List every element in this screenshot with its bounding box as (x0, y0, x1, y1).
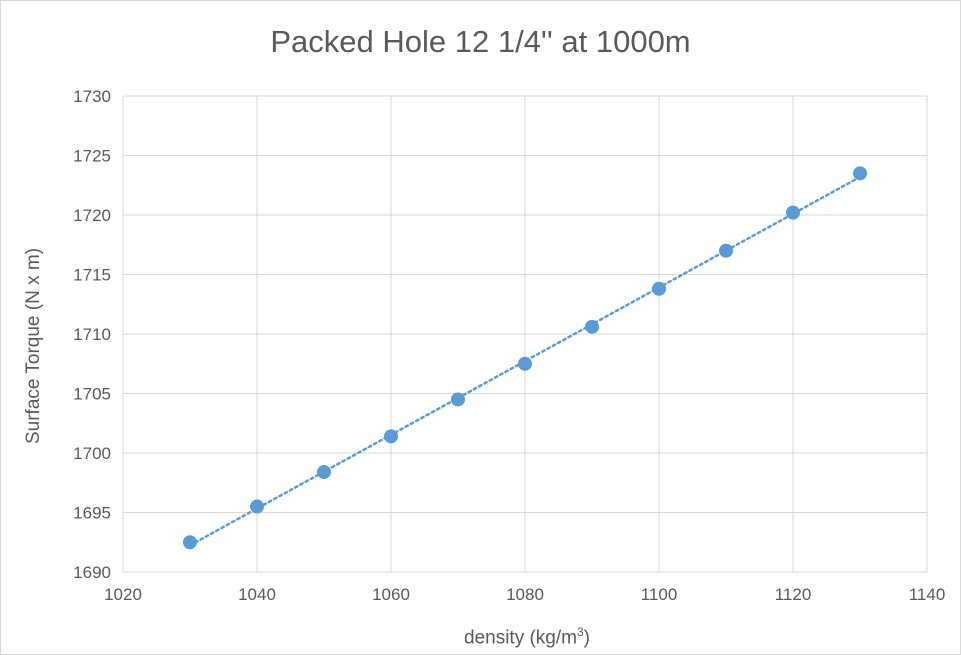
data-point (652, 281, 666, 296)
linear-trendline (188, 175, 862, 547)
y-tick-label: 1730 (73, 87, 111, 106)
data-point (384, 429, 398, 444)
x-axis-label: density (kg/m3) (464, 625, 590, 649)
data-point (719, 243, 733, 258)
data-point (317, 465, 331, 480)
data-point (451, 392, 465, 407)
y-tick-label: 1690 (73, 563, 111, 582)
data-point (250, 499, 264, 514)
x-tick-label: 1080 (506, 585, 544, 604)
y-tick-label: 1705 (73, 385, 111, 404)
y-tick-label: 1700 (73, 444, 111, 463)
x-axis-label-end: ) (583, 627, 590, 649)
y-tick-label: 1725 (73, 147, 111, 166)
x-tick-label: 1040 (238, 585, 276, 604)
x-tick-label: 1020 (104, 585, 142, 604)
chart-title: Packed Hole 12 1/4'' at 1000m (270, 24, 691, 59)
y-tick-label: 1695 (73, 504, 111, 523)
x-axis-label-superscript: 3 (576, 625, 584, 639)
x-tick-label: 1060 (372, 585, 410, 604)
data-point (518, 356, 532, 371)
data-point (786, 205, 800, 220)
y-tick-label: 1715 (73, 266, 111, 285)
x-tick-label: 1120 (775, 585, 812, 604)
data-point (585, 319, 599, 334)
x-axis-label-main: density (kg/m (464, 627, 577, 649)
x-tick-label: 1100 (641, 585, 678, 604)
data-point (853, 166, 867, 181)
y-tick-label: 1710 (73, 325, 111, 344)
y-tick-label: 1720 (73, 206, 111, 225)
data-point (183, 535, 197, 550)
x-tick-label: 1140 (909, 585, 946, 604)
